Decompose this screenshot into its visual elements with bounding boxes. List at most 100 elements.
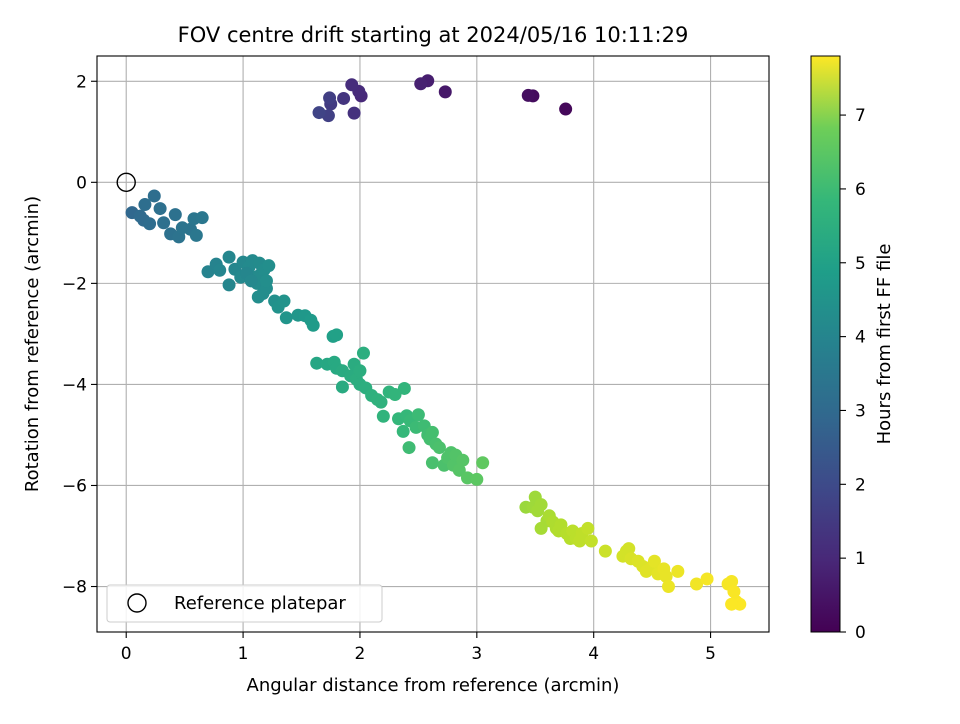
data-point: [534, 498, 548, 512]
data-point: [345, 78, 359, 92]
reference-marker: [116, 172, 136, 193]
colorbar: 0 1 2 3 4 5 6 7 Hours from first FF file: [810, 55, 895, 643]
data-point: [598, 544, 612, 558]
data-point: [425, 456, 439, 470]
data-point: [397, 381, 411, 395]
data-point: [402, 441, 416, 455]
data-point: [584, 534, 598, 548]
x-axis-ticks: 0 1 2 3 4 5: [121, 632, 716, 664]
data-point: [157, 216, 171, 230]
data-point: [396, 424, 410, 438]
data-point: [222, 250, 236, 264]
data-point: [476, 456, 490, 470]
data-point: [659, 569, 673, 583]
colorbar-tick-label: 1: [855, 549, 866, 569]
data-point: [725, 597, 739, 611]
data-point: [452, 463, 466, 477]
data-point: [213, 263, 227, 277]
y-tick-label: −2: [62, 274, 87, 294]
data-point: [356, 346, 370, 360]
data-point: [414, 77, 428, 91]
data-point: [438, 85, 452, 99]
data-point: [521, 88, 535, 102]
data-point: [323, 91, 337, 105]
data-point: [425, 425, 439, 439]
data-point: [376, 409, 390, 423]
data-point: [725, 574, 739, 588]
x-tick-label: 3: [471, 644, 482, 664]
colorbar-gradient: [810, 55, 841, 633]
data-point: [700, 572, 714, 586]
data-point: [671, 564, 685, 578]
data-point: [727, 585, 741, 599]
data-point: [222, 278, 236, 292]
data-point: [201, 265, 215, 279]
data-point: [622, 542, 636, 556]
data-point: [138, 198, 152, 212]
x-tick-label: 0: [121, 644, 132, 664]
data-point: [335, 380, 349, 394]
colorbar-label: Hours from first FF file: [874, 244, 895, 445]
x-tick-label: 4: [588, 644, 599, 664]
colorbar-tick-label: 5: [855, 254, 866, 274]
y-tick-label: −8: [62, 578, 87, 598]
data-point: [353, 364, 367, 378]
data-point: [330, 328, 344, 342]
data-point: [143, 217, 157, 231]
x-tick-label: 2: [355, 644, 366, 664]
legend-box: [106, 584, 383, 623]
data-point: [310, 356, 324, 370]
data-point: [277, 294, 291, 308]
x-tick-label: 5: [705, 644, 716, 664]
colorbar-tick-label: 6: [855, 180, 866, 200]
data-point: [337, 91, 351, 105]
y-tick-label: −6: [62, 476, 87, 496]
legend-entry-reference: Reference platepar: [174, 593, 346, 614]
x-tick-label: 1: [238, 644, 249, 664]
data-point: [279, 311, 293, 325]
colorbar-tick-label: 4: [855, 328, 866, 348]
grid-lines: [97, 56, 769, 632]
y-tick-label: 0: [76, 173, 87, 193]
y-axis-label: Rotation from reference (arcmin): [22, 196, 43, 492]
data-point: [690, 577, 704, 591]
data-point: [153, 202, 167, 216]
colorbar-ticks: 0 1 2 3 4 5 6 7: [840, 106, 866, 643]
data-point: [244, 274, 258, 288]
data-points: [125, 74, 747, 611]
data-point: [251, 290, 265, 304]
data-point: [559, 102, 573, 116]
data-point: [189, 228, 203, 242]
data-point: [661, 580, 675, 594]
data-point: [262, 259, 276, 273]
data-point: [312, 106, 326, 120]
data-point: [195, 211, 209, 225]
data-point: [432, 441, 446, 455]
data-point: [306, 318, 320, 332]
y-tick-label: −4: [62, 375, 87, 395]
data-point: [470, 472, 484, 486]
data-point: [456, 453, 470, 467]
data-point: [647, 554, 661, 568]
data-point: [259, 274, 273, 288]
x-axis-label: Angular distance from reference (arcmin): [247, 675, 620, 696]
y-tick-label: 2: [76, 72, 87, 92]
legend-marker-reference: [127, 593, 147, 613]
colorbar-tick-label: 2: [855, 475, 866, 495]
chart-title: FOV centre drift starting at 2024/05/16 …: [178, 23, 689, 47]
plot-frame: [96, 55, 770, 633]
data-point: [581, 521, 595, 535]
colorbar-tick-label: 7: [855, 106, 866, 126]
data-point: [147, 189, 161, 203]
colorbar-tick-label: 0: [855, 623, 866, 643]
y-axis-ticks: −8 −6 −4 −2 0 2: [62, 72, 97, 598]
data-point: [388, 388, 402, 402]
legend: Reference platepar: [106, 584, 383, 623]
data-point: [347, 106, 361, 120]
data-point: [374, 395, 388, 409]
data-point: [411, 408, 425, 422]
data-point: [168, 208, 182, 222]
colorbar-tick-label: 3: [855, 401, 866, 421]
